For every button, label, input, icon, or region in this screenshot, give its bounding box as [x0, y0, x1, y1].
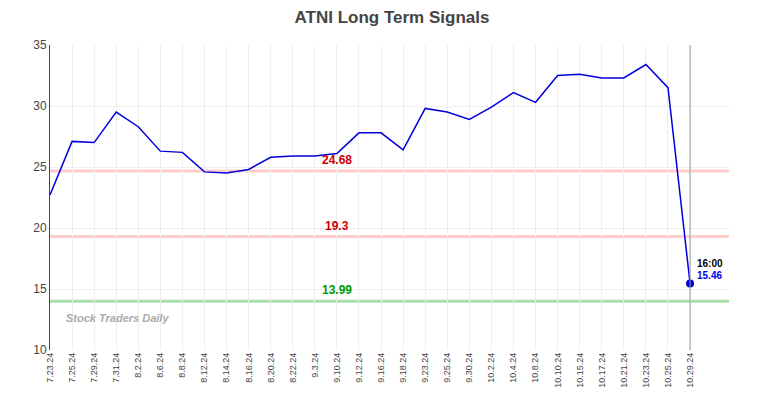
- svg-text:16:00: 16:00: [697, 258, 723, 269]
- svg-text:25: 25: [33, 160, 47, 174]
- svg-text:15: 15: [33, 282, 47, 296]
- svg-text:15.46: 15.46: [697, 270, 722, 281]
- svg-text:10.10.24: 10.10.24: [553, 353, 563, 388]
- svg-text:8.20.24: 8.20.24: [266, 353, 276, 383]
- svg-text:8.12.24: 8.12.24: [199, 353, 209, 383]
- svg-text:ATNI Long Term Signals: ATNI Long Term Signals: [295, 8, 490, 27]
- svg-text:19.3: 19.3: [325, 219, 349, 233]
- svg-text:10.21.24: 10.21.24: [619, 353, 629, 388]
- svg-text:8.14.24: 8.14.24: [221, 353, 231, 383]
- svg-text:10.17.24: 10.17.24: [597, 353, 607, 388]
- svg-text:24.68: 24.68: [322, 153, 352, 167]
- svg-text:8.6.24: 8.6.24: [155, 353, 165, 378]
- svg-text:20: 20: [33, 221, 47, 235]
- svg-text:7.29.24: 7.29.24: [89, 353, 99, 383]
- svg-text:7.23.24: 7.23.24: [45, 353, 55, 383]
- svg-text:9.12.24: 9.12.24: [354, 353, 364, 383]
- svg-text:9.18.24: 9.18.24: [398, 353, 408, 383]
- svg-text:9.30.24: 9.30.24: [464, 353, 474, 383]
- svg-text:7.25.24: 7.25.24: [67, 353, 77, 383]
- svg-text:8.2.24: 8.2.24: [133, 353, 143, 378]
- svg-text:30: 30: [33, 99, 47, 113]
- svg-text:7.31.24: 7.31.24: [111, 353, 121, 383]
- svg-text:35: 35: [33, 38, 47, 52]
- svg-text:9.3.24: 9.3.24: [310, 353, 320, 378]
- svg-text:Stock Traders Daily: Stock Traders Daily: [66, 312, 169, 324]
- svg-text:9.10.24: 9.10.24: [332, 353, 342, 383]
- svg-text:10: 10: [33, 343, 47, 357]
- svg-text:10.15.24: 10.15.24: [575, 353, 585, 388]
- svg-text:10.2.24: 10.2.24: [486, 353, 496, 383]
- svg-text:10.25.24: 10.25.24: [663, 353, 673, 388]
- svg-text:8.8.24: 8.8.24: [177, 353, 187, 378]
- svg-text:10.4.24: 10.4.24: [508, 353, 518, 383]
- svg-text:9.16.24: 9.16.24: [376, 353, 386, 383]
- svg-text:9.25.24: 9.25.24: [442, 353, 452, 383]
- svg-text:10.8.24: 10.8.24: [530, 353, 540, 383]
- svg-text:13.99: 13.99: [322, 283, 352, 297]
- svg-text:10.29.24: 10.29.24: [685, 353, 695, 388]
- svg-text:10.23.24: 10.23.24: [641, 353, 651, 388]
- svg-text:9.23.24: 9.23.24: [420, 353, 430, 383]
- svg-text:8.22.24: 8.22.24: [288, 353, 298, 383]
- svg-text:8.16.24: 8.16.24: [244, 353, 254, 383]
